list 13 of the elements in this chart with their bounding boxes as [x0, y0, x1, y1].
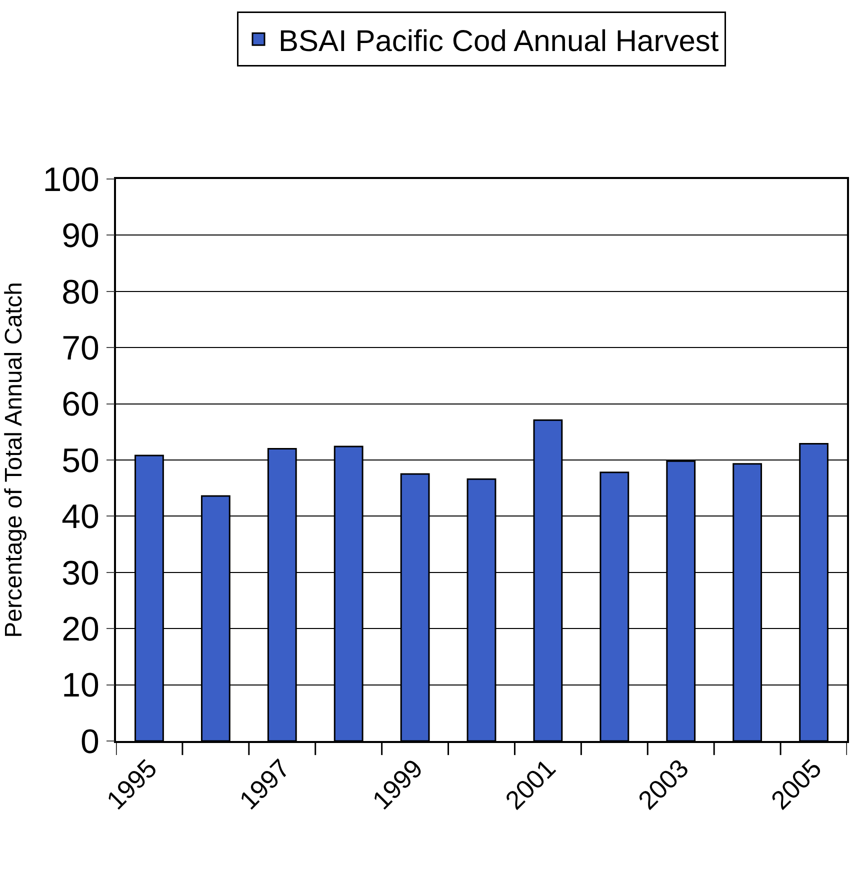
y-tick-label: 60: [62, 386, 100, 424]
y-tick-label: 70: [62, 330, 100, 368]
y-tick-label: 50: [62, 442, 100, 480]
y-tick-label: 100: [42, 160, 100, 199]
legend-label: BSAI Pacific Cod Annual Harvest: [278, 24, 720, 58]
y-tick-label: 10: [62, 666, 100, 705]
y-tick-label: 80: [62, 273, 100, 312]
y-tick-label: 20: [62, 610, 100, 648]
y-tick-label: 30: [62, 554, 100, 592]
y-axis-title: Percentage of Total Annual Catch: [0, 282, 28, 638]
y-tick-label: 40: [62, 498, 100, 536]
y-tick-label: 90: [62, 217, 100, 256]
y-tick-label: 0: [80, 722, 100, 761]
